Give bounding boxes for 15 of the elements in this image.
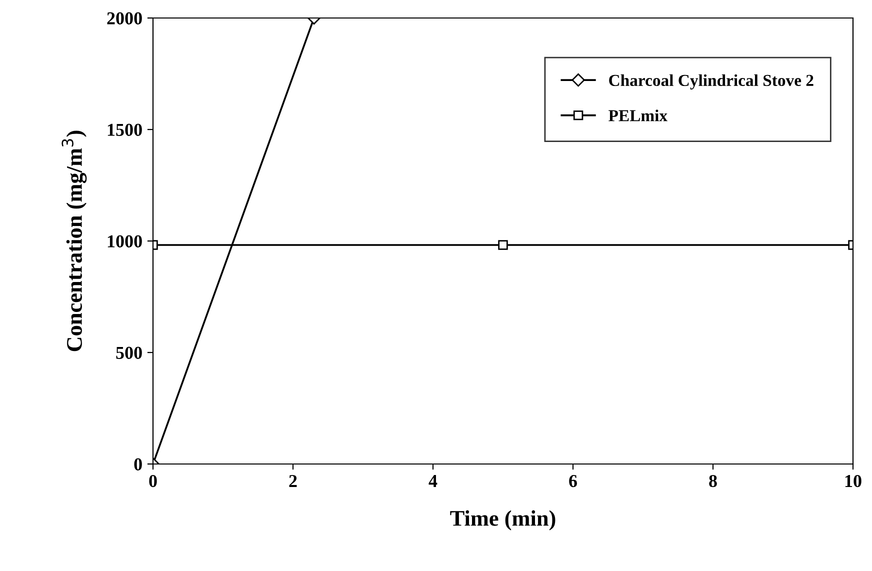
x-tick-label: 4 — [428, 475, 438, 487]
y-tick-label: 1500 — [108, 124, 142, 136]
y-tick-label: 1000 — [108, 235, 142, 248]
legend-label: Charcoal Cylindrical Stove 2 — [609, 74, 814, 90]
x-axis-title: Time (min) — [450, 510, 556, 530]
y-tick-label: 500 — [116, 346, 142, 359]
y-tick-label: 2000 — [107, 12, 142, 24]
legend-label: PELmix — [608, 110, 668, 122]
y-axis-title: Concentration (mg/m$^{3}$) — [62, 130, 87, 352]
x-tick-label: 6 — [569, 474, 577, 488]
x-tick-label: 10 — [845, 474, 862, 488]
x-tick-label: 8 — [709, 474, 717, 488]
x-tick-label: 0 — [149, 474, 157, 488]
x-tick-label: 2 — [289, 474, 297, 487]
y-tick-label: 0 — [134, 458, 142, 470]
